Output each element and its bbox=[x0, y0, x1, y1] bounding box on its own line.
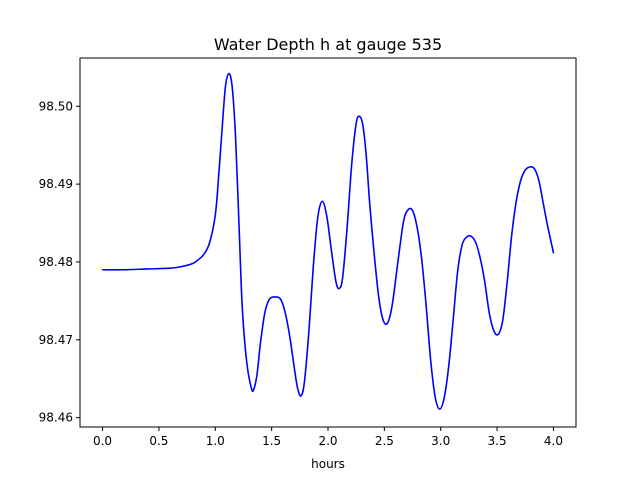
x-tick-label: 2.0 bbox=[318, 434, 337, 448]
x-tick-label: 0.5 bbox=[149, 434, 168, 448]
x-tick-label: 1.5 bbox=[262, 434, 281, 448]
x-tick-label: 1.0 bbox=[206, 434, 225, 448]
chart-title: Water Depth h at gauge 535 bbox=[214, 35, 442, 54]
y-tick-label: 98.49 bbox=[39, 177, 73, 191]
plot-area-frame bbox=[79, 57, 577, 428]
y-tick-label: 98.46 bbox=[39, 411, 73, 425]
x-tick-label: 4.0 bbox=[544, 434, 563, 448]
x-tick-label: 0.0 bbox=[93, 434, 112, 448]
y-tick-label: 98.50 bbox=[39, 99, 73, 113]
x-tick-label: 3.0 bbox=[431, 434, 450, 448]
data-layer bbox=[101, 72, 555, 410]
axes-layer: 0.0 0.5 1.0 1.5 2.0 2.5 3.0 3.5 4.0 98.46 98.47 98.… bbox=[39, 99, 563, 448]
y-tick-label: 98.48 bbox=[39, 255, 73, 269]
x-axis-label: hours bbox=[311, 457, 345, 471]
x-tick-label: 2.5 bbox=[375, 434, 394, 448]
x-tick-label: 3.5 bbox=[488, 434, 507, 448]
series-line bbox=[101, 72, 555, 410]
y-tick-label: 98.47 bbox=[39, 333, 73, 347]
